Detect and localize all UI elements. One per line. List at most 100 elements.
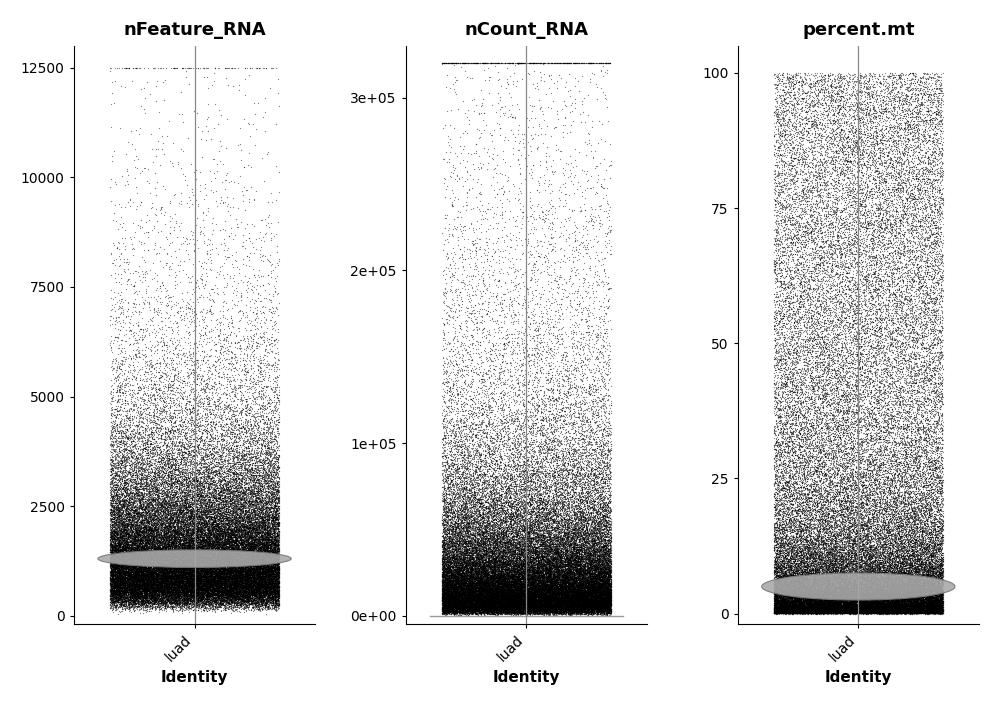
Point [129, 578, 145, 590]
Point [511, 596, 527, 607]
Point [849, 594, 865, 606]
Point [773, 510, 789, 522]
Point [533, 592, 549, 604]
Point [475, 532, 491, 544]
Point [263, 549, 279, 561]
Point [523, 604, 539, 616]
Point [592, 601, 608, 612]
Point [567, 605, 583, 616]
Point [130, 595, 146, 606]
Point [909, 590, 925, 602]
Point [554, 570, 570, 582]
Point [489, 500, 505, 511]
Point [188, 505, 204, 516]
Point [854, 438, 870, 449]
Point [824, 585, 840, 596]
Point [816, 590, 832, 602]
Point [112, 591, 128, 602]
Point [206, 563, 222, 574]
Point [600, 585, 616, 597]
Point [810, 586, 826, 597]
Point [242, 572, 258, 583]
Point [933, 370, 949, 381]
Point [256, 549, 272, 560]
Point [496, 515, 512, 526]
Point [893, 581, 909, 592]
Point [106, 580, 122, 592]
Point [239, 366, 255, 378]
Point [834, 247, 850, 258]
Point [479, 309, 495, 320]
Point [507, 591, 523, 602]
Point [914, 597, 930, 609]
Point [579, 543, 595, 554]
Point [603, 606, 619, 618]
Point [850, 592, 866, 603]
Point [461, 590, 477, 602]
Point [471, 595, 487, 606]
Point [812, 573, 828, 584]
Point [270, 587, 286, 599]
Point [222, 513, 238, 524]
Point [786, 433, 802, 445]
Point [441, 479, 457, 490]
Point [867, 409, 883, 421]
Point [115, 525, 131, 537]
Point [894, 593, 910, 604]
Point [513, 550, 529, 561]
Point [776, 310, 792, 321]
Point [447, 590, 463, 601]
Point [571, 594, 587, 605]
Point [534, 602, 550, 613]
Point [457, 433, 473, 444]
Point [547, 537, 563, 549]
Point [594, 604, 610, 615]
Point [915, 457, 931, 469]
Point [125, 496, 141, 508]
Point [592, 572, 608, 583]
Point [198, 574, 214, 585]
Point [876, 484, 892, 495]
Point [917, 597, 933, 608]
Point [531, 533, 547, 544]
Point [118, 589, 134, 600]
Point [479, 594, 495, 606]
Point [110, 538, 126, 549]
Point [168, 529, 184, 540]
Point [507, 599, 523, 611]
Point [772, 605, 788, 616]
Point [541, 575, 557, 587]
Point [468, 546, 484, 558]
Point [783, 590, 799, 602]
Point [250, 570, 266, 581]
Point [202, 577, 218, 588]
Point [813, 571, 829, 582]
Point [498, 570, 514, 582]
Point [241, 573, 257, 585]
Point [567, 538, 583, 549]
Point [894, 556, 910, 567]
Point [254, 578, 270, 589]
Point [545, 574, 561, 585]
Point [782, 607, 798, 618]
Point [205, 547, 221, 558]
Point [482, 552, 498, 563]
Point [132, 599, 148, 611]
Point [839, 585, 855, 597]
Point [804, 210, 820, 222]
Point [841, 506, 857, 517]
Point [466, 600, 482, 611]
Point [877, 458, 893, 469]
Point [869, 253, 885, 265]
Point [849, 590, 865, 601]
Point [778, 545, 794, 556]
Point [206, 76, 222, 87]
Point [546, 561, 562, 572]
Point [791, 554, 807, 566]
Point [510, 544, 526, 556]
Point [200, 544, 216, 556]
Point [581, 537, 597, 549]
Point [147, 510, 163, 521]
Point [783, 607, 799, 618]
Point [595, 605, 611, 616]
